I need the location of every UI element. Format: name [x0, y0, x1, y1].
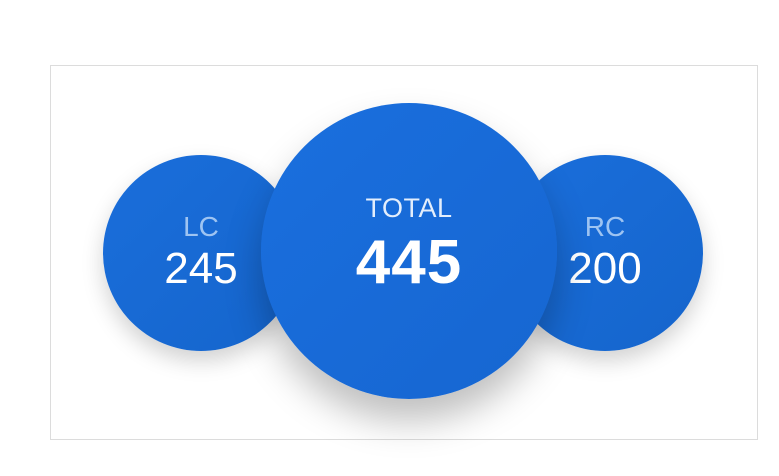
rc-label: RC	[584, 211, 626, 242]
rc-value: 200	[568, 244, 642, 293]
lc-count-circle: LC 245	[103, 155, 299, 351]
lc-label: LC	[183, 211, 219, 242]
total-label: TOTAL	[365, 192, 453, 223]
total-value: 445	[355, 227, 463, 297]
total-count-circle: TOTAL 445	[261, 103, 557, 399]
lc-value: 245	[164, 244, 238, 293]
